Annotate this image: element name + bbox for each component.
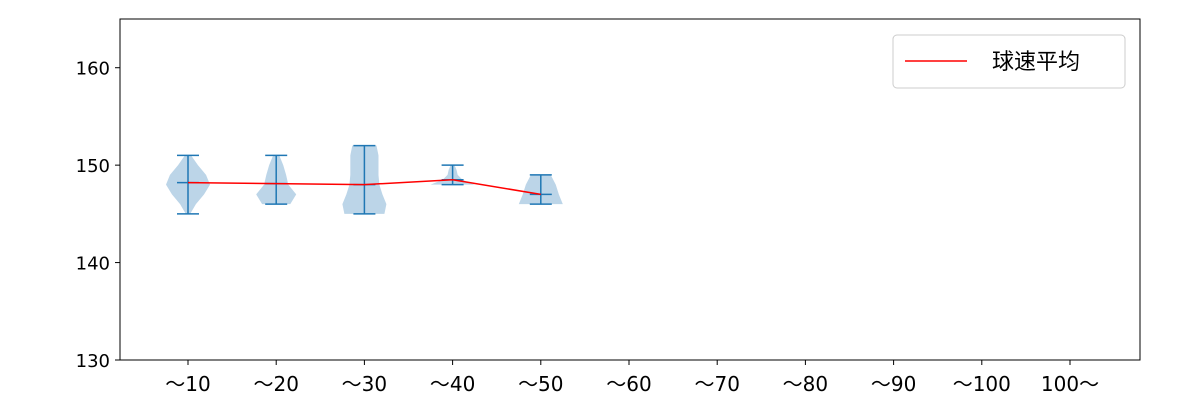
x-tick-label: ～10: [165, 372, 210, 396]
x-tick-label: ～30: [342, 372, 387, 396]
x-tick-label: 100～: [1041, 372, 1099, 396]
legend-label: 球速平均: [992, 50, 1080, 75]
x-tick-label: ～20: [253, 372, 298, 396]
y-tick-label: 150: [76, 156, 110, 177]
mean-line: [187, 179, 541, 196]
x-tick-label: ～40: [430, 372, 475, 396]
x-tick-label: ～100: [953, 372, 1011, 396]
legend-box: [892, 34, 1126, 89]
y-tick-label: 160: [76, 59, 110, 80]
legend: 球速平均: [892, 34, 1126, 89]
plot-frame: [119, 18, 1141, 361]
x-tick-label: ～50: [518, 372, 563, 396]
x-tick-label: ～80: [783, 372, 828, 396]
y-tick-label: 130: [76, 351, 110, 372]
x-tick-label: ～70: [694, 372, 739, 396]
y-tick-label: 140: [76, 254, 110, 275]
x-tick-label: ～90: [871, 372, 916, 396]
x-tick-label: ～60: [606, 372, 651, 396]
